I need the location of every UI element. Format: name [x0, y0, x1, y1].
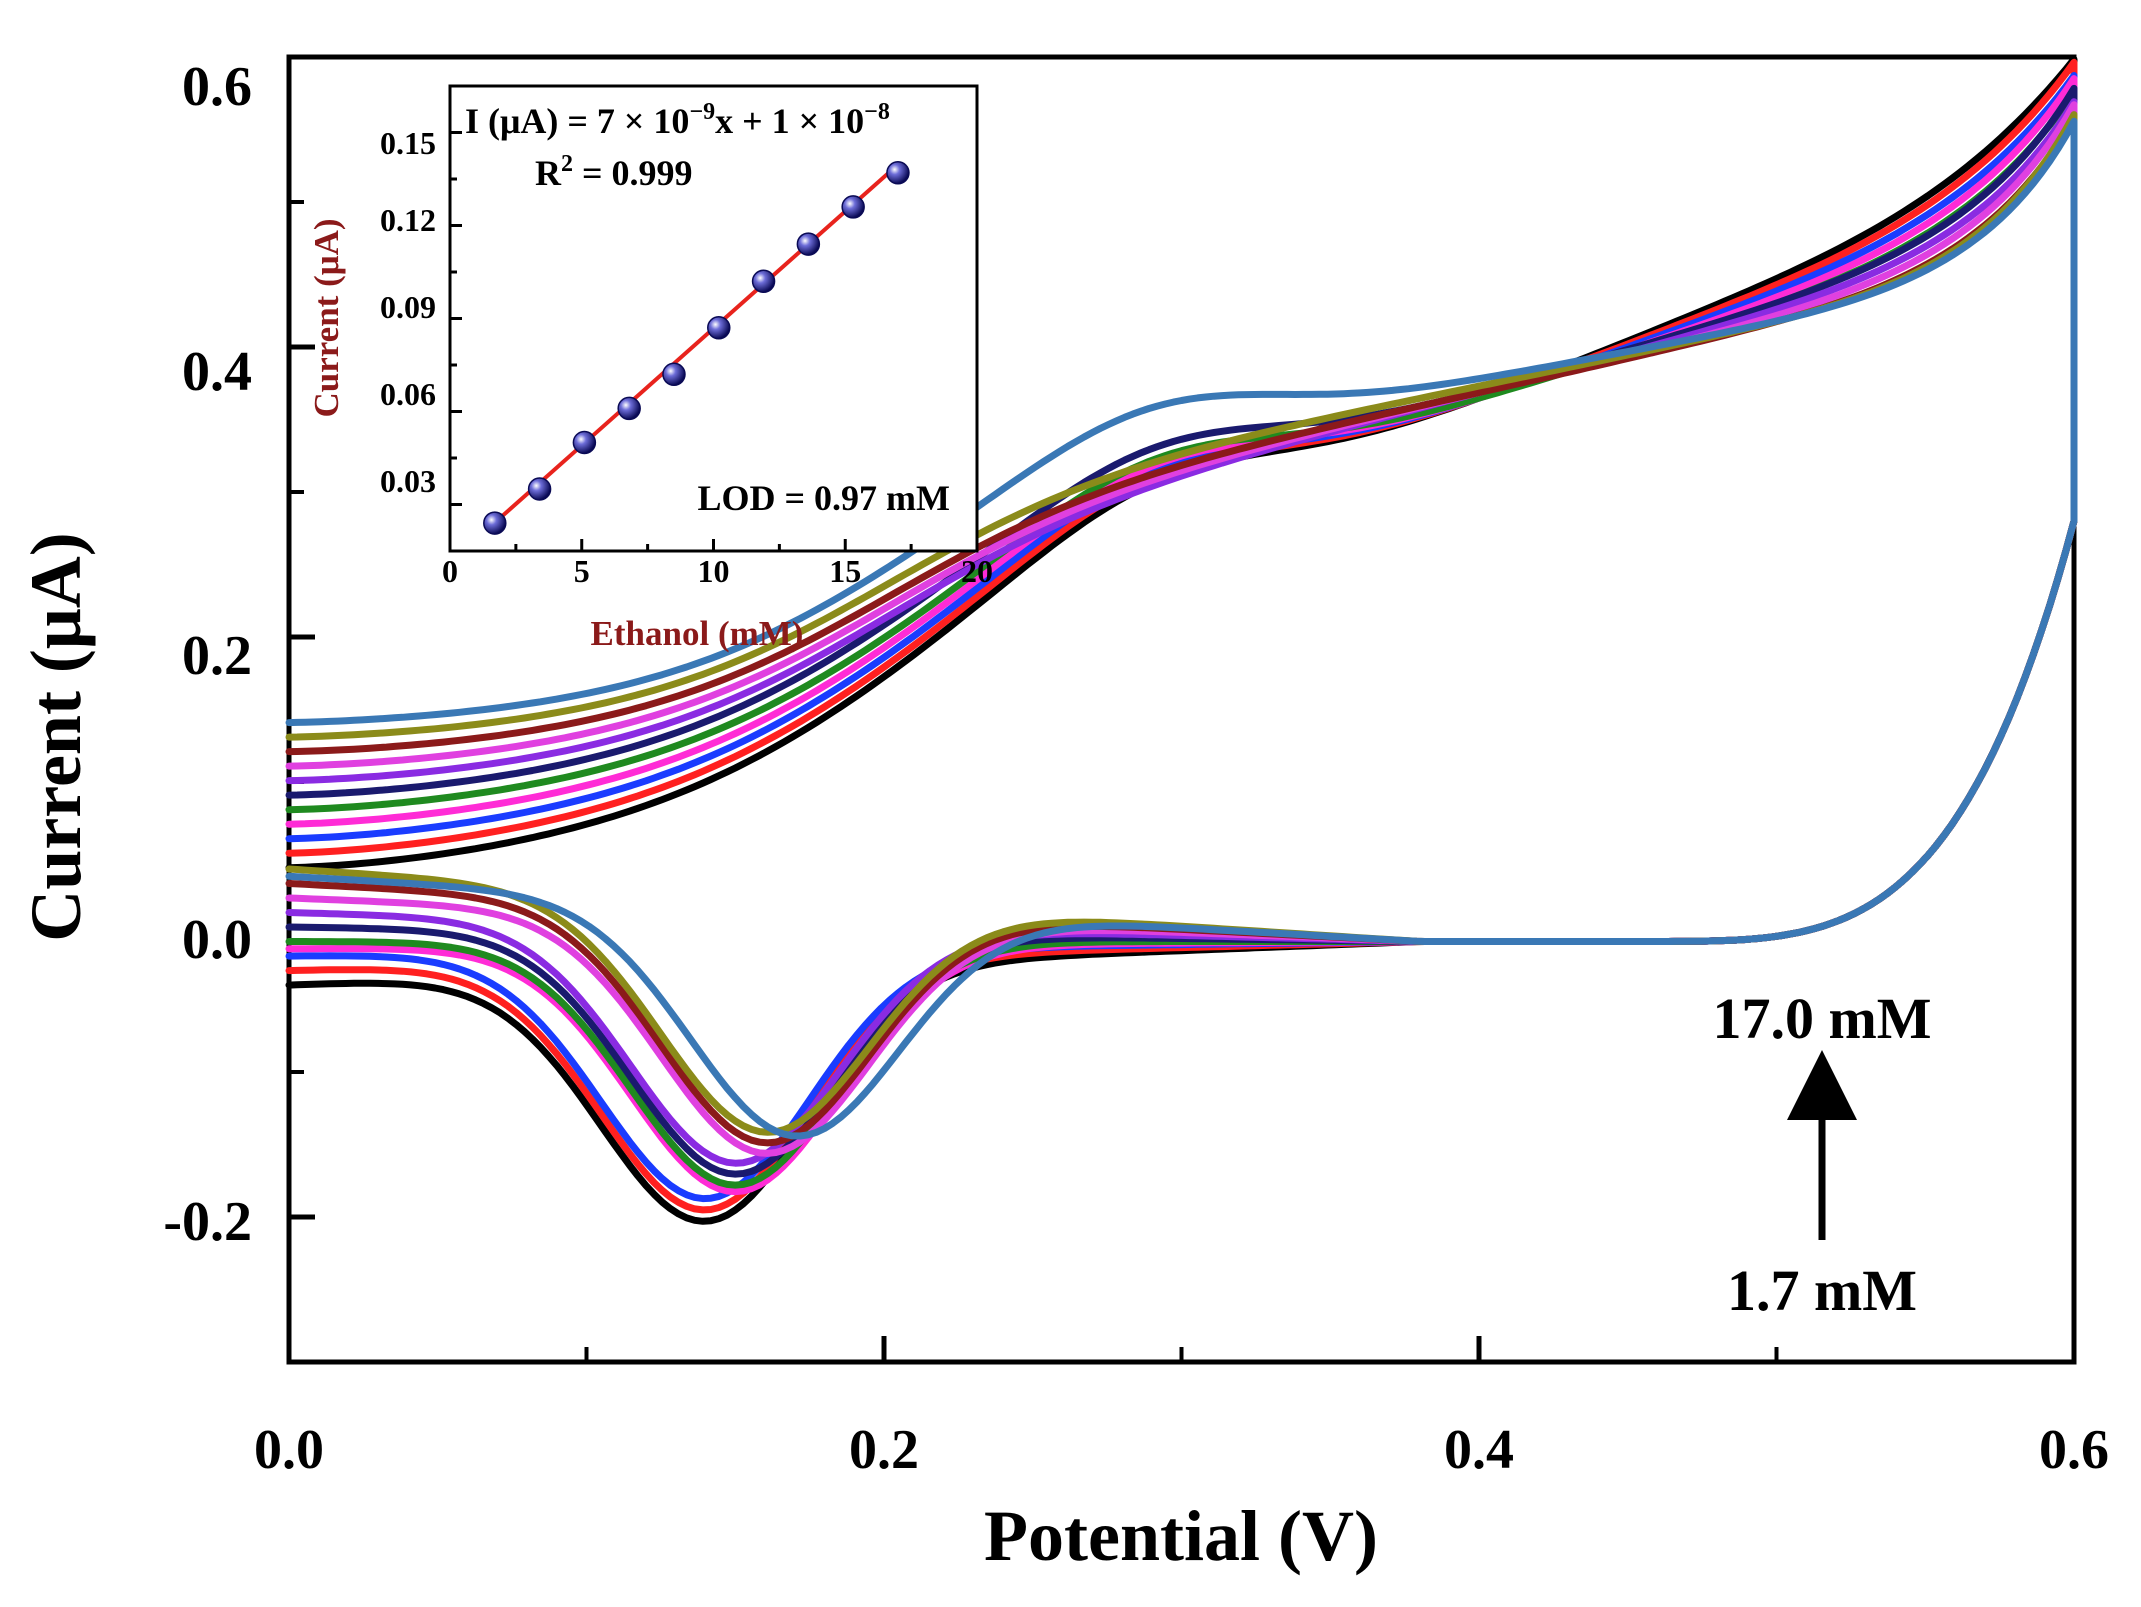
inset-data-point: [707, 316, 731, 340]
inset-x-tick-label: 5: [574, 553, 590, 589]
inset-data-point: [796, 232, 821, 256]
x-tick-label: 0.0: [254, 1419, 324, 1481]
inset-data-point: [617, 396, 641, 421]
inset-data-point: [841, 195, 865, 219]
inset-data-point: [751, 269, 776, 294]
annotation-top-concentration: 17.0 mM: [1712, 986, 1931, 1051]
r2-value: = 0.999: [573, 153, 693, 193]
cv-curves: [285, 55, 2078, 1225]
inset-r2: R2 = 0.999: [535, 151, 693, 193]
x-tick-label: 0.4: [1444, 1419, 1514, 1481]
inset-x-axis-title: Ethanol (mM): [591, 614, 804, 653]
fit-equation-lhs: I (μA): [465, 101, 558, 141]
inset-x-tick-label: 15: [829, 553, 861, 589]
inset-y-tick-label: 0.15: [380, 125, 436, 161]
r2-superscript: 2: [561, 151, 573, 177]
x-axis-ticks: [286, 1336, 2077, 1362]
inset-y-tick-label: 0.09: [380, 289, 436, 325]
inset-x-tick-label: 20: [961, 553, 993, 589]
inset-x-tick-label: 0: [442, 553, 458, 589]
inset-lod: LOD = 0.97 mM: [698, 478, 951, 518]
inset-fit-equation: I (μA) = 7 × 10−9x + 1 × 10−8: [465, 99, 890, 141]
inset-y-axis-title: Current (μA): [307, 218, 346, 417]
inset-y-tick-label: 0.03: [380, 463, 436, 499]
y-tick-label: 0.6: [182, 56, 252, 118]
inset-fit-line: [493, 163, 900, 525]
x-tick-label: 0.2: [849, 1419, 919, 1481]
inset-ticks: [448, 84, 979, 553]
inset-data-point: [662, 362, 686, 387]
inset-x-tick-label: 10: [698, 553, 730, 589]
y-tick-label: 0.2: [182, 625, 252, 687]
x-tick-label: 0.6: [2039, 1419, 2109, 1481]
annotation-bottom-concentration: 1.7 mM: [1727, 1258, 1917, 1323]
inset-data-points: [483, 161, 910, 535]
y-tick-label: 0.0: [182, 909, 252, 971]
y-axis-title: Current (μA): [16, 532, 96, 941]
r2-symbol: R: [535, 153, 562, 193]
inset-data-point: [886, 161, 910, 185]
fit-equation-part: x + 1 × 10: [715, 101, 864, 141]
y-tick-label: -0.2: [163, 1191, 252, 1253]
inset-data-point: [572, 430, 597, 455]
fit-equation-part: = 7 × 10: [558, 101, 689, 141]
inset-y-tick-label: 0.12: [380, 202, 436, 238]
inset-calibration-plot: 0 5 10 15 20 0.03 0.06 0.09 0.12 0.15 Et…: [307, 84, 993, 653]
fit-equation-exponent: −8: [864, 99, 890, 125]
inset-y-tick-label: 0.06: [380, 376, 436, 412]
y-tick-label: 0.4: [182, 341, 252, 403]
inset-data-point: [527, 477, 552, 501]
inset-data-point: [483, 511, 507, 535]
cv-series-line: [285, 117, 2078, 1140]
x-axis-title: Potential (V): [984, 1496, 1378, 1576]
fit-equation-exponent: −9: [689, 99, 715, 125]
